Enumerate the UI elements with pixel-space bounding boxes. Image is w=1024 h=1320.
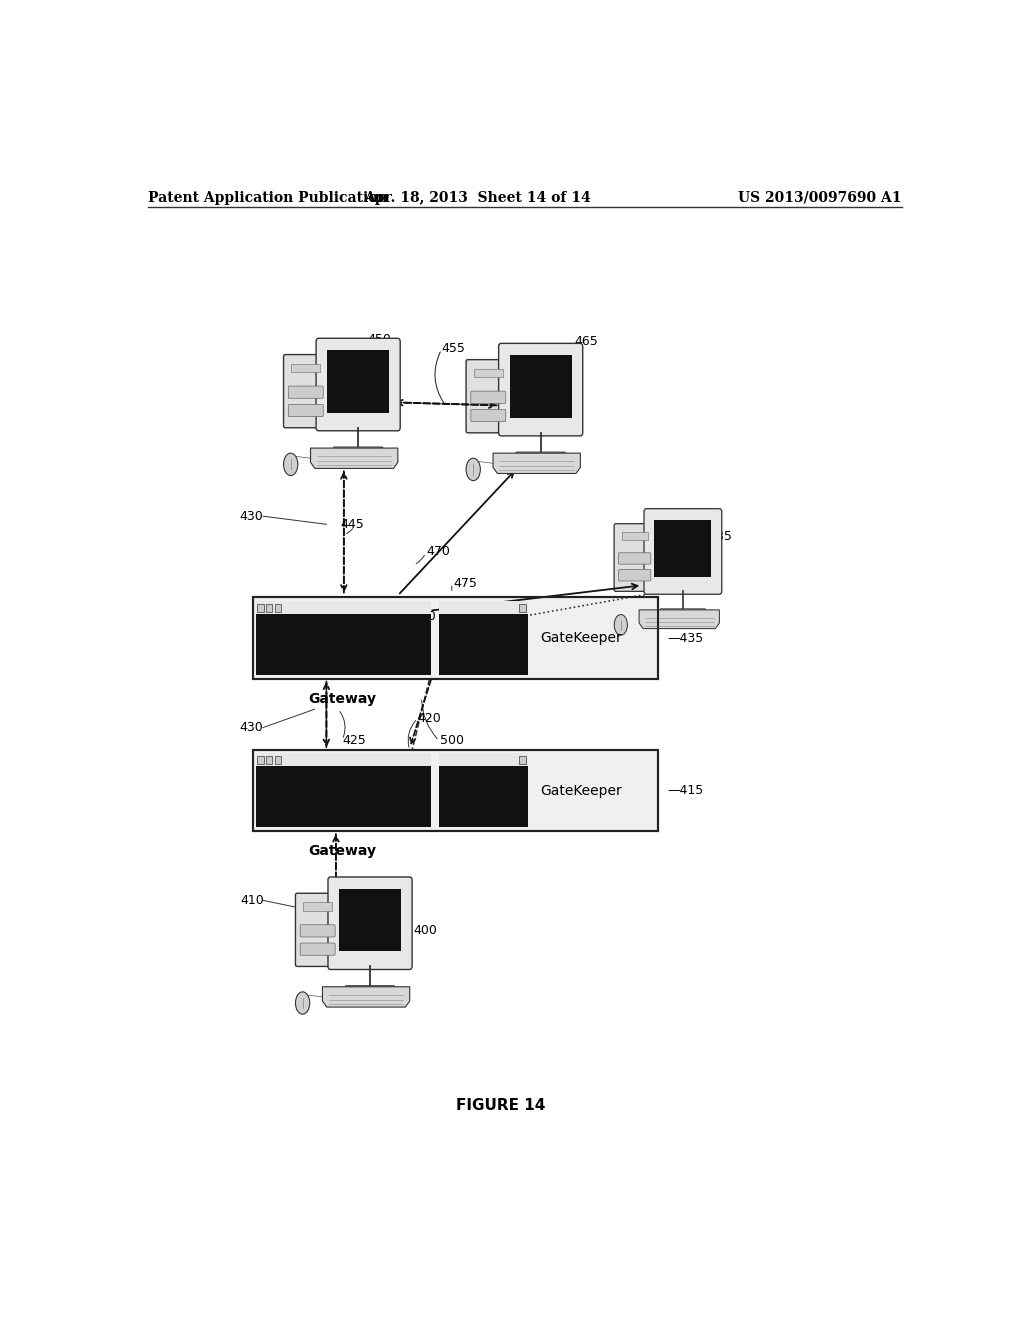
Text: 430: 430 xyxy=(240,721,263,734)
Bar xyxy=(256,601,431,614)
Polygon shape xyxy=(494,453,581,474)
FancyBboxPatch shape xyxy=(345,986,394,995)
Ellipse shape xyxy=(614,615,628,635)
FancyBboxPatch shape xyxy=(300,942,335,956)
Bar xyxy=(519,756,526,764)
Text: US 2013/0097690 A1: US 2013/0097690 A1 xyxy=(738,191,902,205)
FancyBboxPatch shape xyxy=(644,508,722,594)
Text: 440: 440 xyxy=(412,610,436,623)
Bar xyxy=(266,603,272,611)
FancyBboxPatch shape xyxy=(289,385,324,399)
Bar xyxy=(292,364,321,372)
Text: GateKeeper: GateKeeper xyxy=(541,631,623,645)
FancyBboxPatch shape xyxy=(471,409,506,421)
Ellipse shape xyxy=(466,458,480,480)
Bar xyxy=(253,598,658,678)
Ellipse shape xyxy=(284,453,298,475)
Bar xyxy=(253,598,658,678)
FancyBboxPatch shape xyxy=(516,453,565,462)
Text: —435: —435 xyxy=(668,632,703,644)
FancyBboxPatch shape xyxy=(316,338,400,430)
Text: 410: 410 xyxy=(241,894,264,907)
Polygon shape xyxy=(639,610,720,628)
Bar xyxy=(253,750,658,832)
FancyBboxPatch shape xyxy=(660,609,706,618)
Bar xyxy=(253,750,658,832)
Bar xyxy=(439,766,528,828)
FancyBboxPatch shape xyxy=(471,391,506,404)
FancyBboxPatch shape xyxy=(466,359,511,433)
Bar xyxy=(510,355,571,417)
Text: Gateway: Gateway xyxy=(308,845,377,858)
Text: FIGURE 14: FIGURE 14 xyxy=(457,1098,546,1113)
Bar xyxy=(303,903,332,911)
Text: GateKeeper: GateKeeper xyxy=(541,784,623,797)
Bar xyxy=(256,766,431,828)
Text: Gateway: Gateway xyxy=(308,692,377,706)
Text: —415: —415 xyxy=(668,784,703,797)
Bar xyxy=(274,756,282,764)
Text: 470: 470 xyxy=(426,545,451,558)
Bar xyxy=(266,756,272,764)
Bar xyxy=(622,532,648,540)
Bar xyxy=(256,752,431,766)
Bar xyxy=(339,890,401,952)
Bar xyxy=(519,603,526,611)
Ellipse shape xyxy=(296,991,309,1014)
Text: 445: 445 xyxy=(341,517,365,531)
Bar xyxy=(257,603,264,611)
Text: 430: 430 xyxy=(240,510,263,523)
Text: Patent Application Publication: Patent Application Publication xyxy=(147,191,387,205)
Bar xyxy=(328,350,389,413)
Bar xyxy=(256,614,431,675)
Text: 475: 475 xyxy=(454,577,477,590)
FancyBboxPatch shape xyxy=(499,343,583,436)
Bar xyxy=(439,601,528,614)
Text: 455: 455 xyxy=(441,342,465,355)
Bar xyxy=(654,520,712,577)
FancyBboxPatch shape xyxy=(328,876,412,969)
Bar xyxy=(257,756,264,764)
Text: Apr. 18, 2013  Sheet 14 of 14: Apr. 18, 2013 Sheet 14 of 14 xyxy=(364,191,591,205)
Text: 420: 420 xyxy=(418,711,441,725)
Text: 485: 485 xyxy=(709,531,732,543)
Text: 405: 405 xyxy=(342,902,367,913)
Bar xyxy=(439,752,528,766)
FancyBboxPatch shape xyxy=(614,524,655,591)
Bar xyxy=(474,368,503,378)
Bar xyxy=(274,603,282,611)
FancyBboxPatch shape xyxy=(289,404,324,417)
Polygon shape xyxy=(323,987,410,1007)
FancyBboxPatch shape xyxy=(296,894,340,966)
FancyBboxPatch shape xyxy=(300,925,335,937)
Polygon shape xyxy=(310,447,397,469)
FancyBboxPatch shape xyxy=(618,553,651,564)
FancyBboxPatch shape xyxy=(334,447,383,457)
Text: 500: 500 xyxy=(440,734,464,747)
Text: 425: 425 xyxy=(342,734,366,747)
FancyBboxPatch shape xyxy=(618,570,651,581)
Text: 465: 465 xyxy=(574,335,599,348)
Bar xyxy=(439,614,528,675)
Text: 400: 400 xyxy=(413,924,437,937)
Text: 450: 450 xyxy=(368,333,391,346)
FancyBboxPatch shape xyxy=(284,355,328,428)
